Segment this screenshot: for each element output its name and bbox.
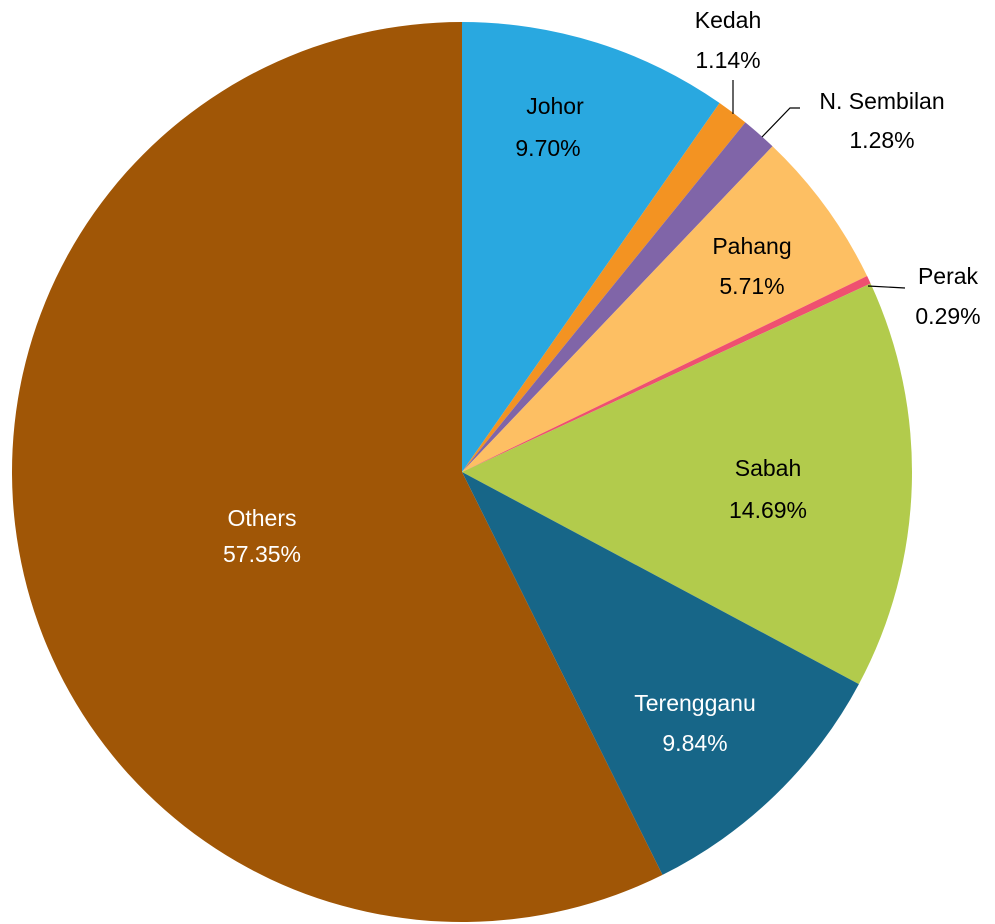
slice-label: Terengganu — [634, 690, 756, 716]
pie-slice — [462, 146, 868, 473]
slice-value-label: 9.70% — [515, 135, 580, 161]
slice-label: Others — [227, 505, 296, 531]
pie-slice — [462, 283, 912, 685]
slice-label: Kedah — [695, 7, 762, 33]
slice-value-label: 14.69% — [729, 497, 807, 523]
slice-value-label: 0.29% — [915, 303, 980, 329]
slice-value-label: 57.35% — [223, 541, 301, 567]
slice-label: Perak — [918, 263, 979, 289]
pie-slice — [462, 22, 720, 472]
slice-value-label: 5.71% — [719, 273, 784, 299]
slice-label: Sabah — [735, 455, 802, 481]
pie-slice — [462, 276, 871, 472]
slice-value-label: 1.28% — [849, 127, 914, 153]
slice-label: Johor — [526, 93, 584, 119]
slice-label: Pahang — [712, 233, 791, 259]
leader-line — [867, 285, 906, 289]
slice-value-label: 9.84% — [662, 730, 727, 756]
slice-value-label: 1.14% — [695, 47, 760, 73]
pie-slice — [11, 22, 663, 922]
pie-slice — [462, 122, 773, 473]
pie-slice — [462, 103, 746, 473]
pie-slice — [462, 472, 859, 875]
leader-line — [761, 107, 800, 138]
slice-label: N. Sembilan — [819, 88, 944, 114]
